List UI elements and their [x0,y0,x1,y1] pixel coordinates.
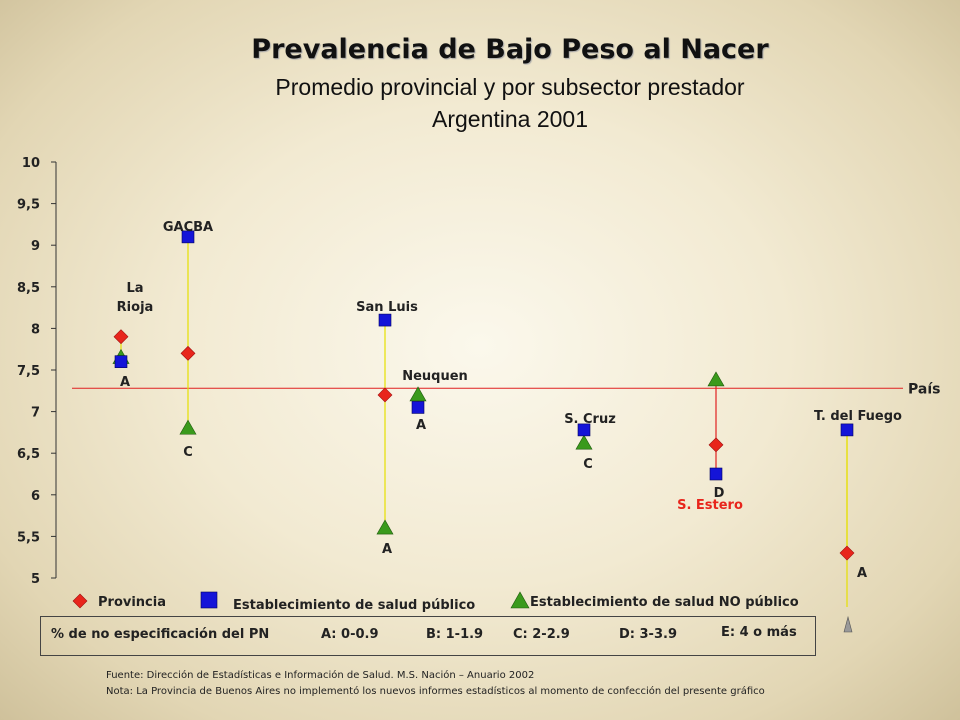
legend-publico-label: Establecimiento de salud público [233,598,475,613]
no-publico-marker [409,386,427,402]
chart-subtitle: Promedio provincial y por subsector pres… [275,74,745,100]
pais-label: País [908,381,940,397]
provincia-marker [113,329,129,345]
provincia-marker [377,387,393,403]
grade-label: A [120,375,130,390]
publico-marker [114,355,128,368]
grade-label: D [714,486,725,501]
province-label-gacba: GACBA [163,220,213,235]
footnote-note: Nota: La Provincia de Buenos Aires no im… [106,686,765,697]
publico-marker [378,313,392,327]
grade-label: C [583,457,593,472]
grade-label: A [416,418,426,433]
province-label-s-cruz: S. Cruz [564,412,616,427]
publico-marker [577,423,591,437]
chart-title: Prevalencia de Bajo Peso al Nacer [251,34,769,65]
province-label-san-luis: San Luis [356,300,418,315]
y-tick-label: 7,5 [17,364,40,379]
publico-marker [411,401,425,414]
no-publico-marker [376,519,394,535]
specification-legend-box: % de no especificación del PN A: 0-0.9 B… [40,616,816,656]
footnote-source: Fuente: Dirección de Estadísticas e Info… [106,670,535,681]
spec-grade-d: D: 3-3.9 [619,627,677,642]
y-tick-label: 5 [31,572,40,587]
grade-label: C [183,445,193,460]
no-publico-marker [575,434,593,450]
grade-label: A [382,542,392,557]
y-tick-label: 6,5 [17,447,40,462]
y-tick-label: 6 [31,489,40,504]
y-tick-label: 5,5 [17,530,40,545]
publico-marker [709,467,723,481]
spec-label: % de no especificación del PN [51,627,270,642]
province-label-t-del-fuego: T. del Fuego [814,409,902,424]
y-tick-label: 8 [31,322,40,337]
province-label-neuquen: Neuquen [402,369,468,384]
no-publico-marker [179,419,197,435]
province-label-s-estero: S. Estero [677,498,743,513]
chart-subtitle-year: Argentina 2001 [431,106,588,132]
spec-grade-b: B: 1-1.9 [426,627,484,642]
y-tick-label: 7 [31,406,40,421]
legend-provincia-marker [72,593,88,609]
legend-provincia-label: Provincia [98,595,166,610]
provincia-marker [839,545,855,561]
grade-label: A [857,566,867,581]
publico-marker [181,230,195,244]
province-label-la-rioja: La [126,281,143,296]
provincia-marker [180,345,196,361]
legend-publico-marker [200,591,218,609]
province-label-la-rioja: Rioja [117,300,154,315]
no-publico-marker [707,371,725,387]
legend-no-publico-marker [510,591,530,609]
small-arrow-icon [843,615,853,633]
y-tick-label: 8,5 [17,281,40,296]
legend-no-publico-label: Establecimiento de salud NO público [530,595,799,610]
publico-marker [840,423,854,437]
y-tick-label: 10 [22,156,40,171]
provincia-marker [708,437,724,453]
spec-grade-a: A: 0-0.9 [321,627,379,642]
y-tick-label: 9,5 [17,198,40,213]
spec-grade-c: C: 2-2.9 [513,627,570,642]
y-tick-label: 9 [31,239,40,254]
spec-grade-e: E: 4 o más [721,625,797,640]
